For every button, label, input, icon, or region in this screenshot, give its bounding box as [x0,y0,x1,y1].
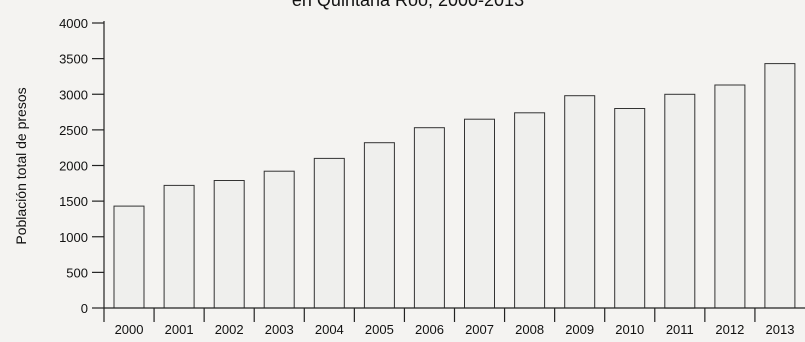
x-tick-label: 2009 [565,322,594,337]
bar-2011 [664,93,696,309]
y-tick-label: 1000 [59,230,88,245]
y-tick-label: 3500 [59,52,88,67]
bar-2000 [113,205,145,309]
x-tick-label: 2010 [615,322,644,337]
y-tick-label: 2500 [59,123,88,138]
bar-2005 [363,142,395,309]
x-tick-label: 2012 [715,322,744,337]
bar-2002 [213,180,245,309]
x-tick-label: 2005 [365,322,394,337]
x-tick-label: 2013 [766,322,795,337]
y-tick-label: 3000 [59,87,88,102]
bar-2010 [614,108,646,309]
x-tick-label: 2000 [115,322,144,337]
x-tick-label: 2003 [265,322,294,337]
bar-2013 [764,63,796,309]
x-tick-label: 2006 [415,322,444,337]
bar-2007 [464,118,495,309]
x-tick-label: 2008 [515,322,544,337]
x-tick-label: 2004 [315,322,344,337]
chart-title: en Quintana Roo, 2000-2013 [292,0,524,10]
bar-2001 [163,184,195,309]
bar-2004 [313,157,345,309]
y-tick-label: 2000 [59,159,88,174]
y-axis-title: Población total de presos [13,87,29,244]
bar-2012 [714,84,746,309]
y-axis: 0 500 1000 1500 2000 2500 3000 3500 4000 [59,16,105,316]
y-tick-label: 500 [66,265,88,280]
x-tick-label: 2002 [215,322,244,337]
x-axis: 2000 2001 2002 2003 2004 2005 2006 2007 2008 2009… [103,307,805,337]
x-tick-label: 2011 [666,322,694,337]
bar-2008 [514,112,546,309]
x-tick-label: 2001 [165,322,194,337]
bars [113,63,796,309]
bar-2009 [564,95,596,309]
bar-2003 [263,170,295,309]
y-tick-label: 4000 [59,16,88,31]
x-tick-label: 2007 [465,322,494,337]
y-tick-label: 1500 [59,194,88,209]
bar-2006 [413,127,445,309]
y-tick-label: 0 [81,301,88,316]
